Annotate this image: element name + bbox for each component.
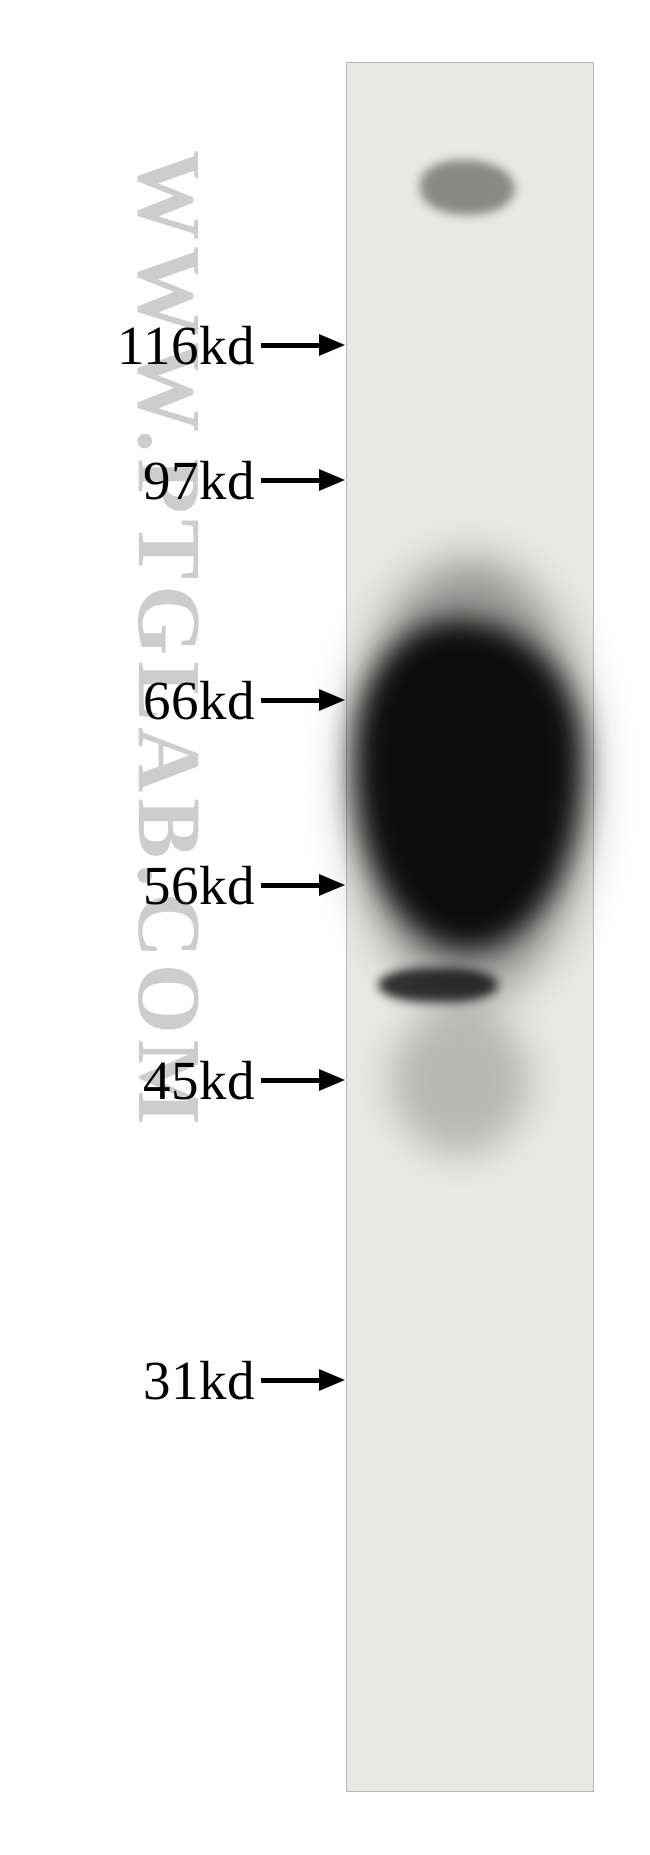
mw-marker-label: 45kd bbox=[143, 1049, 255, 1112]
arrow-icon bbox=[261, 1069, 345, 1091]
mw-marker: 45kd bbox=[0, 1053, 345, 1108]
arrow-icon bbox=[261, 334, 345, 356]
mw-marker-label: 66kd bbox=[143, 669, 255, 732]
mw-marker: 31kd bbox=[0, 1353, 345, 1408]
arrow-icon bbox=[261, 874, 345, 896]
arrow-icon bbox=[261, 1369, 345, 1391]
watermark-text: WWW.PTGLAB.COM bbox=[117, 150, 220, 1131]
mw-marker: 97kd bbox=[0, 453, 345, 508]
arrow-icon bbox=[261, 469, 345, 491]
mw-marker-label: 97kd bbox=[143, 449, 255, 512]
band-tail bbox=[390, 1005, 530, 1155]
mw-marker-label: 56kd bbox=[143, 854, 255, 917]
band-sub bbox=[378, 968, 498, 1002]
mw-marker: 116kd bbox=[0, 318, 345, 373]
mw-marker: 66kd bbox=[0, 673, 345, 728]
mw-marker: 56kd bbox=[0, 858, 345, 913]
western-blot-figure: WWW.PTGLAB.COM 116kd 97kd 66kd 56kd 45kd… bbox=[0, 0, 650, 1855]
mw-marker-label: 116kd bbox=[117, 314, 255, 377]
arrow-icon bbox=[261, 689, 345, 711]
mw-marker-label: 31kd bbox=[143, 1349, 255, 1412]
band-top-smudge bbox=[420, 160, 515, 215]
